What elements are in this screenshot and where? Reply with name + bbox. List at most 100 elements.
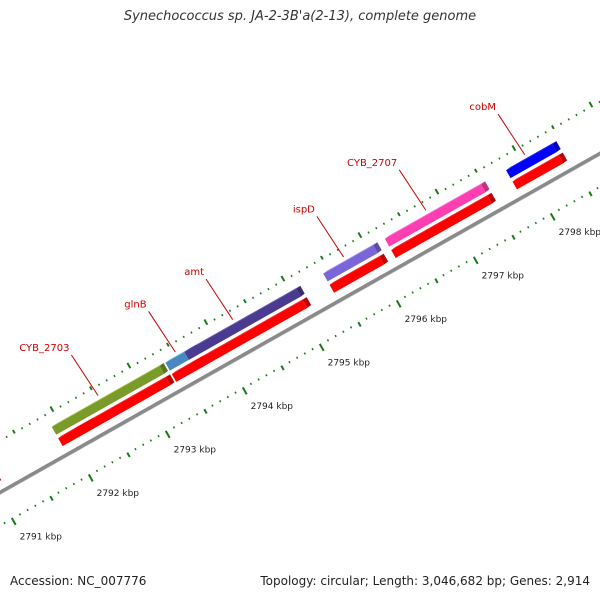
- outer-tick: [336, 248, 339, 252]
- inner-tick: [164, 430, 171, 439]
- outer-tick: [511, 144, 517, 152]
- inner-tick: [49, 495, 54, 501]
- inner-tick: [10, 517, 17, 526]
- gene-bar-7-face: [506, 144, 557, 179]
- map-title: Synechococcus sp. JA-2-3B'a(2-13), compl…: [123, 9, 477, 24]
- gene-bar-2-face: [51, 366, 165, 435]
- outer-tick: [498, 157, 501, 160]
- outer-tick: [82, 392, 85, 395]
- inner-tick: [318, 343, 325, 352]
- inner-tick: [588, 191, 593, 197]
- outer-tick: [397, 211, 401, 217]
- inner-tick: [426, 282, 430, 286]
- outer-tick: [151, 353, 155, 356]
- outer-tick: [390, 218, 393, 221]
- outer-tick: [375, 226, 378, 230]
- outer-tick: [559, 122, 563, 125]
- outer-tick: [467, 174, 470, 178]
- backbone-line: [0, 151, 600, 495]
- inner-tick: [195, 413, 199, 416]
- outer-tick: [243, 298, 247, 304]
- inner-tick: [72, 482, 76, 486]
- gene-bar-6-end: [481, 181, 490, 193]
- gene-bar-5-bevel: [323, 242, 378, 274]
- inner-tick: [234, 391, 237, 394]
- outer-tick: [575, 113, 578, 117]
- inner-tick: [26, 508, 29, 512]
- inner-tick: [542, 217, 545, 220]
- outer-tick: [482, 165, 486, 169]
- inner-tick: [534, 221, 538, 225]
- inner-tick: [34, 504, 37, 507]
- gene-callout-2: [71, 354, 99, 396]
- kbp-label-2795: 2795 kbp: [328, 358, 371, 368]
- gene-layer: [51, 141, 561, 435]
- gene-label-5: ispD: [293, 204, 315, 215]
- outer-tick: [434, 188, 440, 195]
- outer-tick: [405, 209, 409, 212]
- gene-bar-4-bevel: [184, 285, 301, 352]
- cds-bar-7-bevel: [391, 192, 492, 251]
- inner-tick: [265, 373, 268, 377]
- gene-bar-4-face: [184, 288, 301, 360]
- outer-tick: [551, 124, 555, 130]
- gene-bar-6-face: [384, 184, 486, 247]
- inner-tick: [95, 469, 99, 473]
- inner-tick: [65, 487, 68, 490]
- inner-tick: [457, 265, 461, 268]
- inner-tick: [57, 491, 60, 494]
- outer-tick: [429, 196, 432, 199]
- inner-tick: [334, 334, 337, 338]
- outer-tick: [44, 413, 47, 417]
- cds-bar-3-bevel: [58, 374, 171, 439]
- inner-tick: [272, 369, 276, 373]
- outer-tick: [275, 283, 278, 286]
- inner-tick: [403, 295, 407, 299]
- outer-tick: [144, 357, 147, 360]
- outer-tick: [259, 292, 262, 295]
- inner-tick: [142, 443, 145, 447]
- inner-tick: [118, 456, 122, 460]
- cds-bar-1-end: [0, 477, 2, 481]
- gene-bar-7: [506, 141, 561, 179]
- inner-tick: [18, 513, 22, 516]
- outer-tick: [328, 252, 332, 256]
- outer-tick: [236, 305, 239, 308]
- outer-tick: [583, 109, 586, 112]
- outer-tick: [221, 313, 224, 317]
- inner-tick: [157, 434, 160, 438]
- inner-tick: [472, 256, 479, 265]
- cds-bar-7-face: [391, 195, 492, 258]
- inner-tick: [172, 426, 176, 429]
- cds-bar-3: [58, 374, 175, 447]
- gene-callout-4: [205, 278, 234, 320]
- outer-tick: [89, 385, 93, 391]
- outer-tick: [344, 244, 347, 247]
- cds-bar-8-bevel: [512, 152, 563, 182]
- outer-tick: [49, 405, 55, 413]
- outer-tick: [529, 139, 532, 143]
- cds-bar-8-end: [558, 152, 568, 164]
- outer-tick: [413, 205, 416, 208]
- cds-bar-6-end: [379, 253, 389, 265]
- inner-tick: [511, 234, 516, 240]
- outer-tick: [474, 168, 478, 173]
- inner-tick: [342, 330, 345, 333]
- kbp-label-2798: 2798 kbp: [559, 228, 600, 238]
- gene-callout-6: [398, 169, 427, 211]
- outer-tick: [421, 200, 424, 204]
- inner-tick: [219, 400, 222, 403]
- kbp-label-2793: 2793 kbp: [174, 445, 217, 455]
- outer-tick: [280, 275, 286, 282]
- outer-tick: [28, 422, 31, 426]
- gene-bar-5: [323, 242, 382, 282]
- inner-tick: [280, 365, 285, 371]
- gene-callout-5: [316, 216, 344, 258]
- outer-tick: [290, 274, 293, 278]
- genome-summary-text: Topology: circular; Length: 3,046,682 bp…: [260, 574, 590, 588]
- inner-tick: [134, 447, 137, 451]
- kbp-label-2794: 2794 kbp: [251, 402, 294, 412]
- outer-tick: [251, 296, 255, 299]
- inner-tick: [557, 208, 561, 212]
- outer-tick: [190, 331, 193, 334]
